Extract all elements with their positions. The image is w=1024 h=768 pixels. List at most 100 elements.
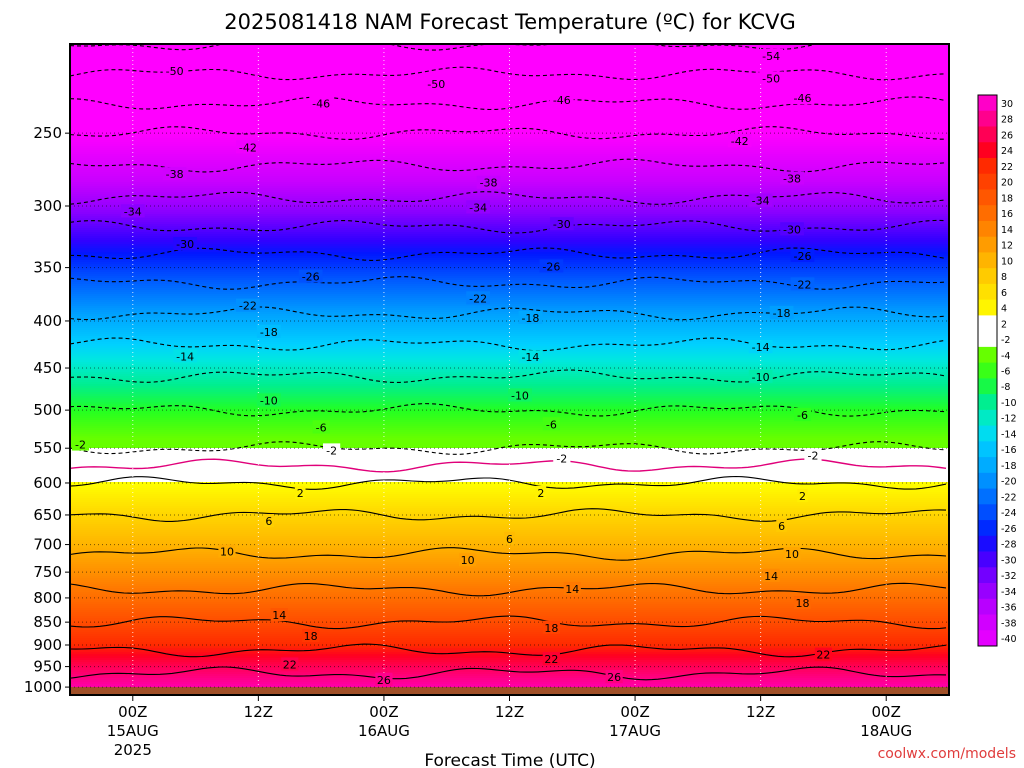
temperature-band [70,508,949,511]
contour-label: -14 [752,341,770,354]
colorbar-swatch [978,630,997,647]
temperature-band [70,608,949,611]
contour-label: -6 [546,418,557,431]
temperature-band [70,428,949,431]
temperature-band [70,318,949,321]
temperature-band [70,498,949,501]
temperature-band [70,364,949,367]
temperature-band [70,572,949,575]
x-tick-year: 2025 [114,741,152,759]
temperature-band [70,138,949,141]
contour-label-bg [263,514,275,528]
contour-label: 10 [461,554,475,567]
temperature-band [70,292,949,295]
temperature-band [70,206,949,209]
temperature-band [70,488,949,491]
temperature-band [70,168,949,171]
contour-label: -50 [762,72,780,85]
colorbar-label: 22 [1001,162,1013,173]
contour-label-bg [120,204,145,218]
temperature-band [70,268,949,271]
colorbar-label: -16 [1001,445,1017,456]
temperature-band [70,78,949,81]
colorbar-label: -6 [1001,367,1010,378]
contour-label: 18 [544,622,558,635]
x-tick-label: 12Z [244,703,273,721]
temperature-band [70,180,949,183]
temperature-band [70,76,949,79]
temperature-band [70,478,949,481]
temperature-band [70,188,949,191]
temperature-band [70,586,949,589]
temperature-band [70,88,949,91]
colorbar-label: -40 [1001,634,1017,645]
temperature-band [70,358,949,361]
temperature-band [70,118,949,121]
contour-label: -2 [326,444,337,457]
contour-label-bg [748,369,773,383]
temperature-band [70,104,949,107]
temperature-band [70,330,949,333]
temperature-band [70,198,949,201]
temperature-band [70,282,949,285]
y-tick-label: 850 [33,613,62,631]
colorbar-swatch [978,614,997,631]
contour-label-bg [424,76,449,90]
colorbar-label: -14 [1001,429,1017,440]
contour-label-bg [256,393,281,407]
colorbar-label: 14 [1001,225,1013,236]
colorbar-label: 2 [1001,319,1007,330]
contour-label-bg [309,96,334,110]
contour-label-bg [270,608,288,622]
temperature-band [70,296,949,299]
contour-label-bg [508,388,532,402]
temperature-band [70,580,949,583]
contour-label-bg [173,237,198,251]
contour-label-bg [549,92,574,106]
temperature-band [70,516,949,519]
x-tick-label: 00Z [872,703,901,721]
contour-label-bg [504,531,515,545]
y-tick-label: 350 [33,259,62,277]
colorbar-label: -24 [1001,508,1017,519]
colorbar-swatch [978,189,997,206]
y-tick-label: 750 [33,563,62,581]
temperature-band [70,668,949,671]
temperature-band [70,676,949,679]
contour-label: -10 [752,371,770,384]
temperature-band [70,576,949,579]
temperature-band [70,254,949,257]
temperature-band [70,144,949,147]
temperature-band [70,86,949,89]
contour-label-bg [748,193,773,207]
temperature-band [70,662,949,665]
temperature-band [70,450,949,453]
colorbar-swatch [978,110,997,127]
x-tick-label: 00Z [118,703,147,721]
temperature-band [70,202,949,205]
temperature-band [70,420,949,423]
contour-label-bg [549,217,574,231]
colorbar-label: 26 [1001,130,1013,141]
colorbar-label: -38 [1001,618,1017,629]
temperature-band [70,186,949,189]
temperature-band [70,622,949,625]
colorbar-label: -8 [1001,382,1010,393]
contour-label-bg [797,489,808,503]
temperature-band [70,326,949,329]
temperature-band [70,680,949,683]
temperature-band [70,184,949,187]
contour-label-bg [375,672,393,686]
temperature-band [70,46,949,49]
temperature-band [70,518,949,521]
temperature-band [70,524,949,527]
temperature-band [70,98,949,101]
temperature-band [70,126,949,129]
temperature-band [70,456,949,459]
temperature-band [70,192,949,195]
temperature-band [70,560,949,563]
contour-label: -54 [762,50,780,63]
temperature-band [70,290,949,293]
temperature-band [70,604,949,607]
temperature-band [70,248,949,251]
